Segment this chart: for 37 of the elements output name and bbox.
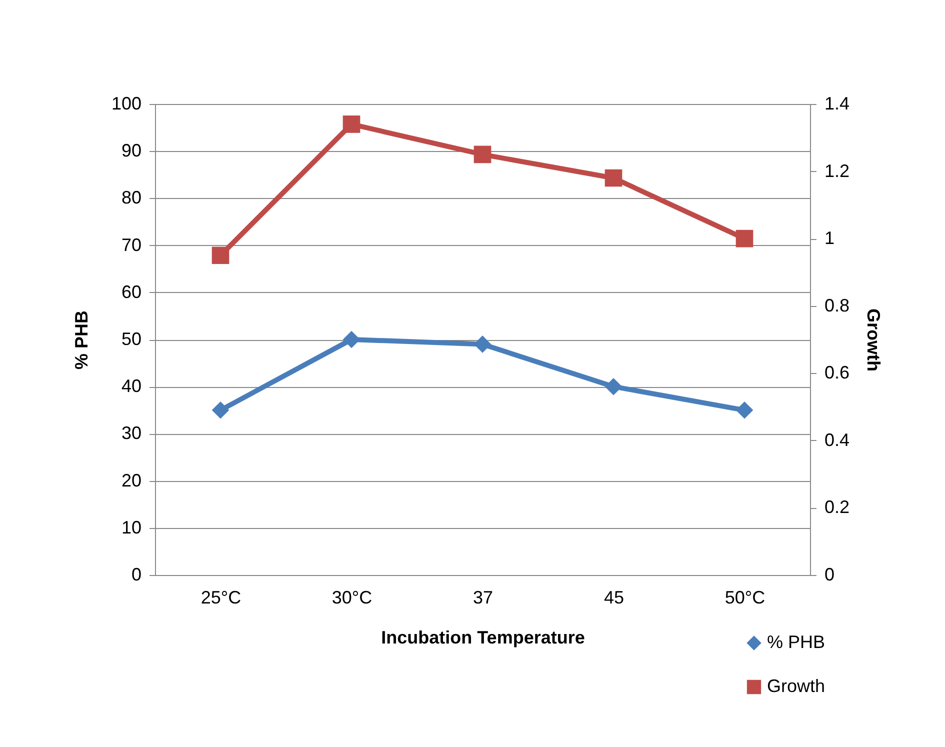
y-tick-label: 20: [121, 470, 142, 490]
y2-axis-title: Growth: [864, 308, 884, 372]
y-tick-label: 80: [121, 188, 142, 208]
y2-tick-label: 0: [824, 564, 835, 584]
y-tick-label: 90: [121, 140, 142, 161]
legend-label: % PHB: [767, 632, 826, 652]
x-tick-label: 50°C: [724, 588, 766, 608]
point: [736, 230, 754, 248]
point: [212, 401, 230, 419]
x-tick-label: 45: [604, 588, 624, 608]
y-axis-title: % PHB: [71, 310, 92, 370]
x-tick-label: 37: [472, 588, 494, 608]
y-tick-label: 60: [121, 282, 142, 302]
point: [474, 146, 492, 164]
y2-tick-label: 0.6: [824, 362, 850, 383]
x-axis-title: Incubation Temperature: [381, 628, 585, 648]
y2-tick-label: 0.8: [824, 295, 850, 316]
y2-tick-label: 1: [824, 228, 835, 248]
y-tick-label: 0: [131, 564, 142, 584]
x-tick-label: 25°C: [200, 588, 242, 608]
y-tick-label: 10: [121, 517, 142, 538]
point: [342, 116, 360, 133]
legend-label: Growth: [767, 676, 826, 696]
y-tick-label: 70: [121, 234, 142, 255]
y2-tick-label: 1.2: [824, 160, 850, 181]
y-tick-label: 40: [121, 376, 142, 396]
y2-tick-label: 0.2: [824, 497, 850, 518]
point: [736, 401, 754, 419]
x-tick-label: 30°C: [332, 588, 372, 608]
point: [604, 378, 622, 396]
y-tick-label: 30: [121, 423, 142, 444]
point: [604, 169, 622, 187]
y-tick-label: 50: [121, 329, 142, 349]
point: [212, 246, 230, 264]
y2-tick-label: 1.4: [824, 94, 850, 114]
y-tick-label: 100: [111, 94, 142, 114]
y2-tick-label: 0.4: [824, 430, 850, 450]
